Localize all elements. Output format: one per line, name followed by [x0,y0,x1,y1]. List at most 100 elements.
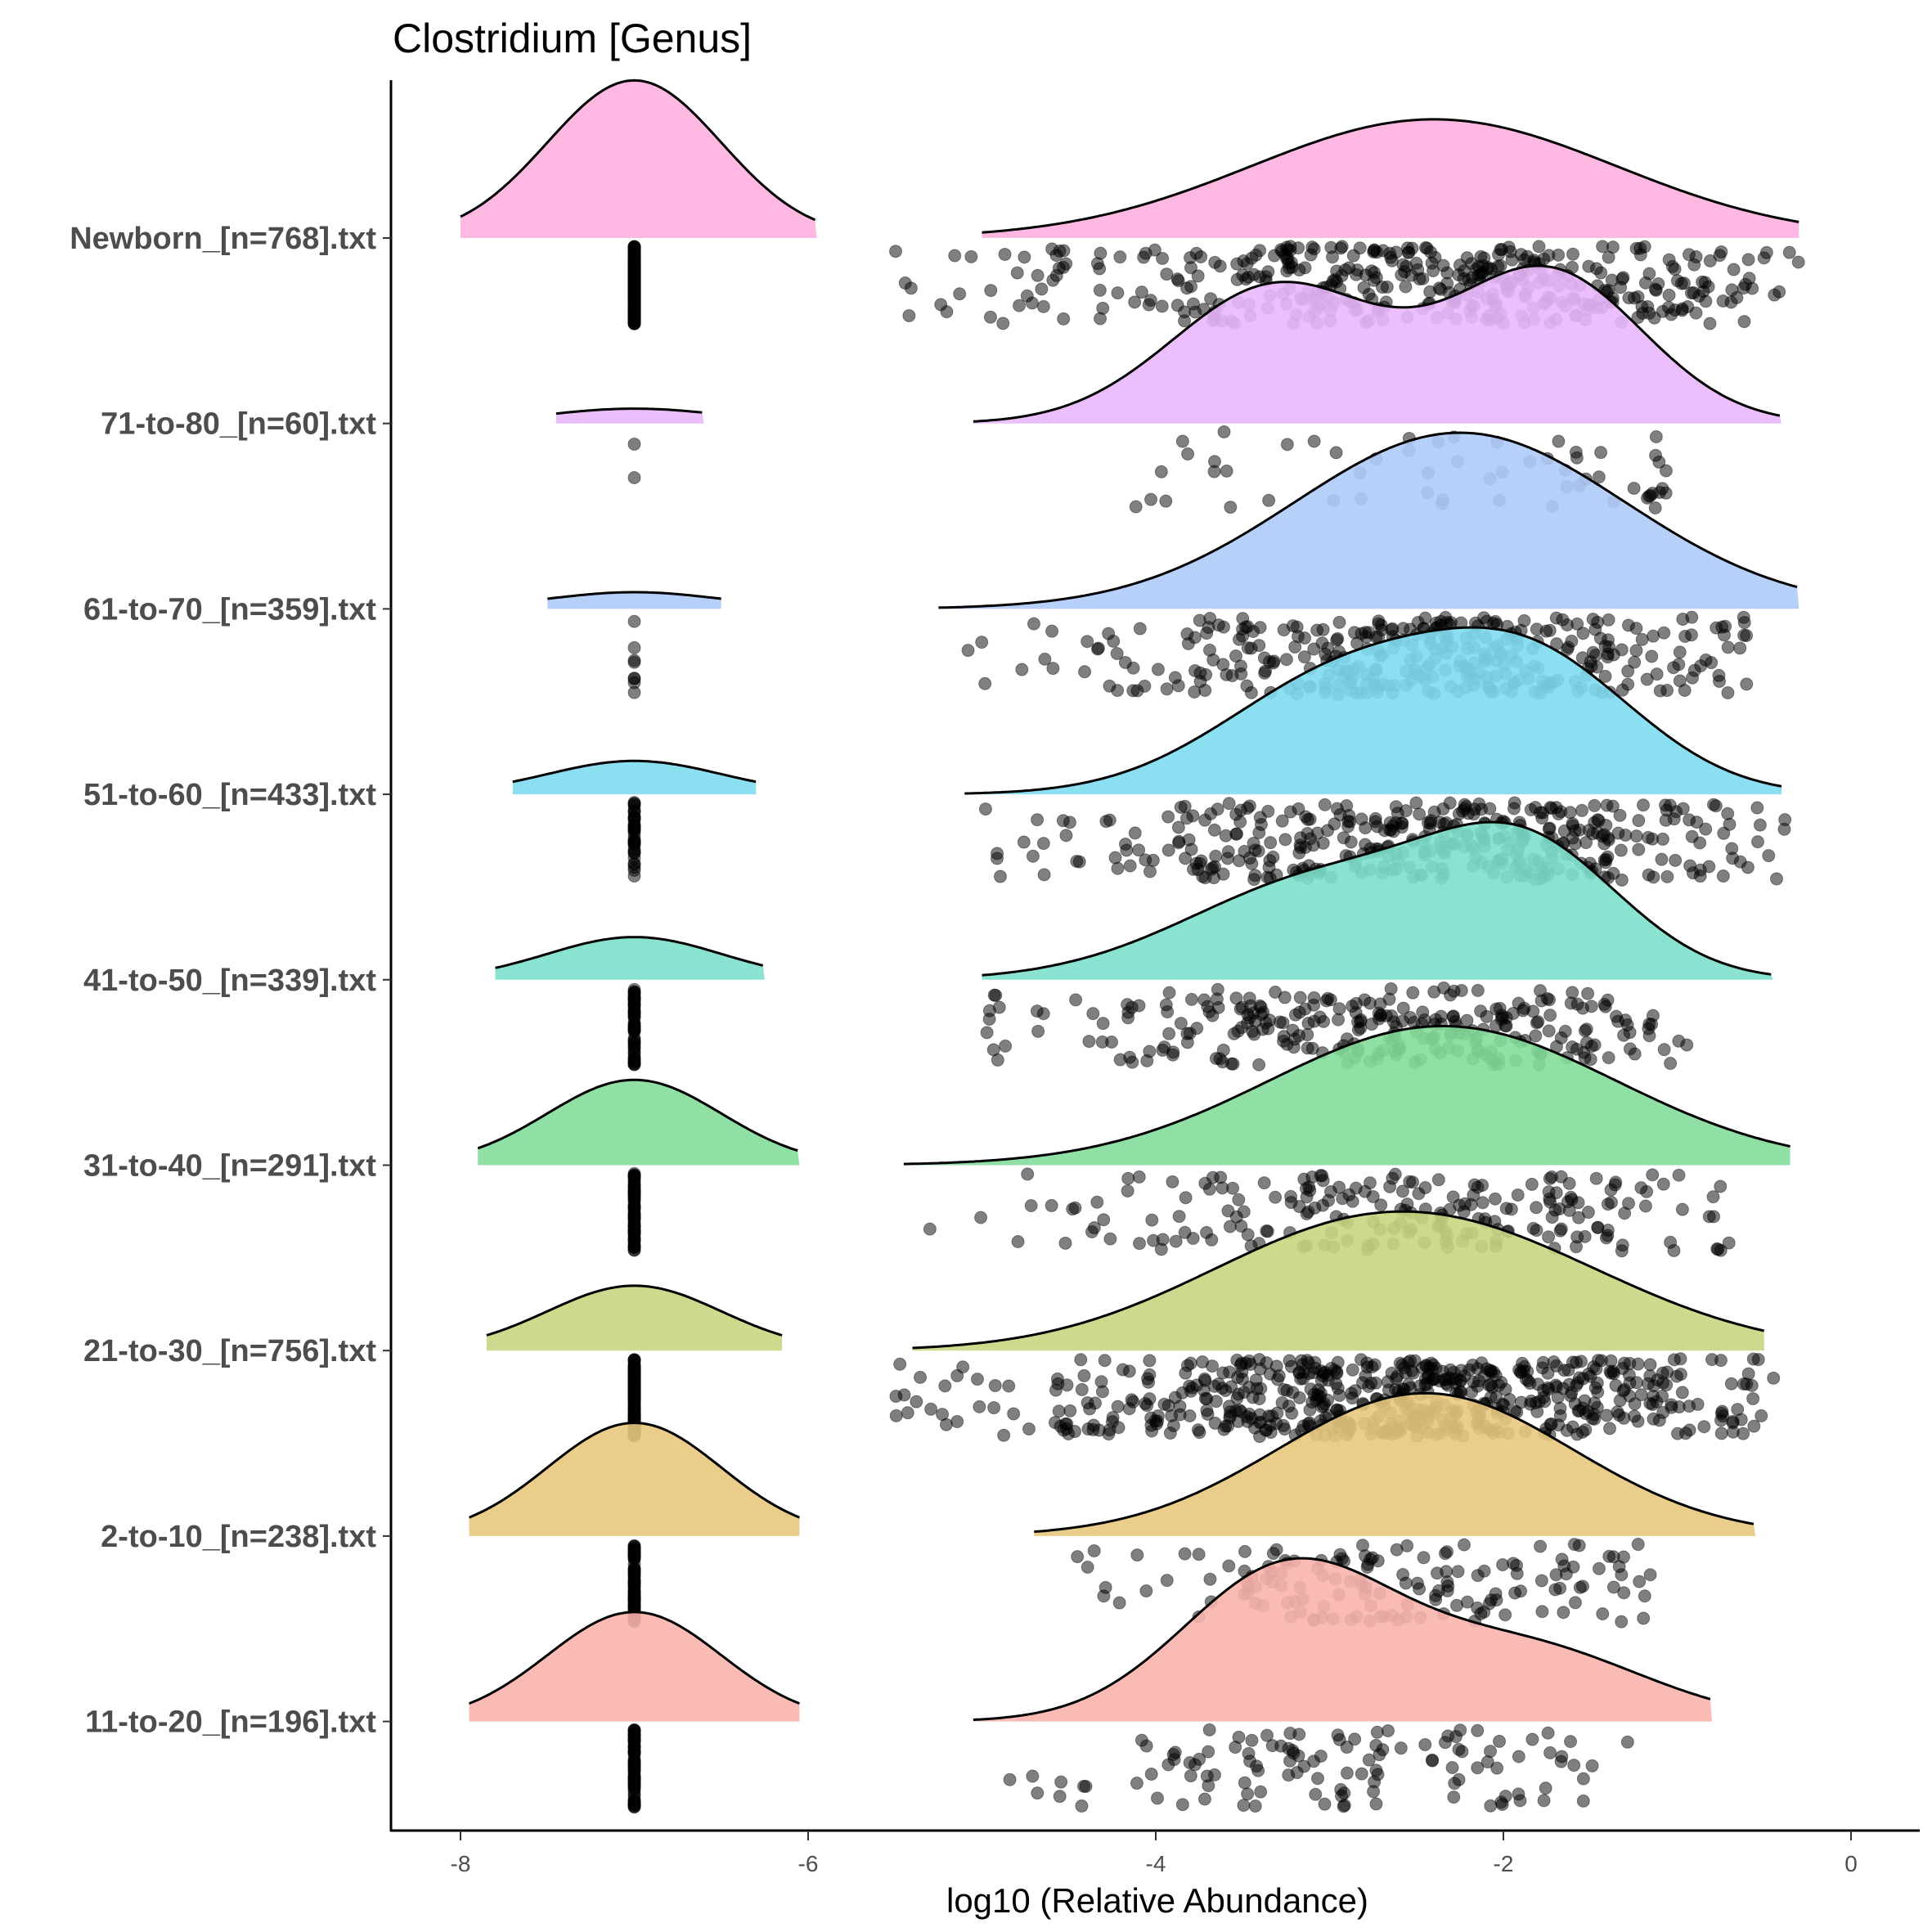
data-point [1447,1790,1461,1804]
data-point [1371,1768,1385,1781]
data-point [1432,281,1446,295]
data-point [1487,1365,1501,1379]
data-point [1458,1197,1471,1211]
data-point [1530,1224,1543,1238]
data-point [1396,1568,1410,1582]
data-point [1292,1391,1306,1404]
data-point [1111,1400,1125,1413]
data-point [1672,1034,1686,1048]
data-point [1068,1425,1082,1439]
data-point [1202,1779,1215,1793]
density-zero-peak-outline [477,1078,798,1152]
data-point [1716,869,1730,883]
data-point [1514,1584,1528,1598]
points-layer [627,240,1805,1814]
data-point-zero [627,1771,641,1785]
data-point [1165,1409,1179,1422]
data-point [1237,1799,1251,1813]
data-point [1568,1596,1582,1610]
data-point [1495,243,1509,257]
data-point [1396,1001,1410,1015]
data-point [1539,1781,1552,1795]
data-point [1636,798,1650,812]
data-point [1240,679,1254,693]
data-point [1601,633,1615,647]
data-point [1379,1009,1393,1022]
data-point [1056,814,1070,828]
data-point [1146,853,1160,867]
data-point [1278,248,1292,262]
data-point [1220,464,1233,478]
data-point [1179,1366,1193,1380]
data-point [1276,1418,1290,1432]
data-point [1245,1733,1259,1747]
data-point [1285,1406,1299,1420]
density-zero-peak-outline [512,759,757,784]
density-zero-peak-fill [469,1611,800,1722]
data-point [1648,282,1662,296]
data-point [1490,1761,1504,1775]
data-point [1332,1388,1346,1402]
data-point [1434,1009,1448,1023]
data-point [1498,1608,1512,1622]
data-point [1755,1409,1768,1422]
chart-title: Clostridium [Genus] [393,16,752,61]
data-point [1572,1211,1586,1224]
data-point [1307,242,1321,256]
data-point [1592,1561,1606,1575]
data-point [1355,1767,1368,1781]
data-point [1614,843,1628,857]
data-point [1517,1001,1531,1015]
data-point [1669,1369,1683,1383]
data-point [1318,1797,1332,1811]
y-tick-label: 11-to-20_[n=196].txt [85,1705,376,1740]
data-point [1161,1758,1175,1772]
data-point [1227,1027,1241,1040]
data-point [996,317,1010,330]
data-point [1316,836,1330,850]
data-point [1582,824,1596,838]
data-point [1598,669,1612,683]
data-point [1094,246,1108,260]
data-point [1457,1538,1471,1552]
data-point [1482,1378,1496,1392]
data-point [1741,253,1755,267]
data-point [1362,1753,1376,1767]
data-point [1251,1764,1265,1777]
data-point [1134,1733,1148,1747]
data-point [1623,1376,1637,1390]
data-point [914,1370,928,1384]
density-abundance-outline [964,626,1782,795]
data-point [1111,286,1125,300]
data-point [1354,1013,1368,1027]
data-point [1197,1372,1211,1386]
data-point [1628,1047,1642,1061]
data-point [1556,613,1570,627]
data-point [1113,1053,1127,1067]
density-zero-peak-outline [469,1422,800,1519]
data-point [1070,854,1084,868]
data-point [978,802,992,816]
data-point [1184,1769,1197,1783]
data-point-zero [627,1224,641,1238]
data-point [1471,1723,1485,1737]
data-point [1082,1035,1096,1049]
data-point [1647,1412,1660,1426]
data-point [1685,829,1699,843]
data-point [1308,1201,1322,1215]
data-point [1737,610,1750,624]
data-point [1436,802,1450,815]
data-point [1722,1236,1736,1250]
data-point [1691,1397,1705,1411]
data-point [1279,653,1293,667]
data-point [1369,1738,1383,1752]
data-point [1496,1558,1510,1572]
data-point [1561,642,1575,656]
data-point-zero [627,276,641,290]
data-point [1422,815,1436,829]
data-point [1514,1395,1528,1409]
data-point [1668,303,1682,317]
data-point [1263,655,1277,669]
data-point [1120,843,1134,857]
data-point [1346,1391,1359,1405]
